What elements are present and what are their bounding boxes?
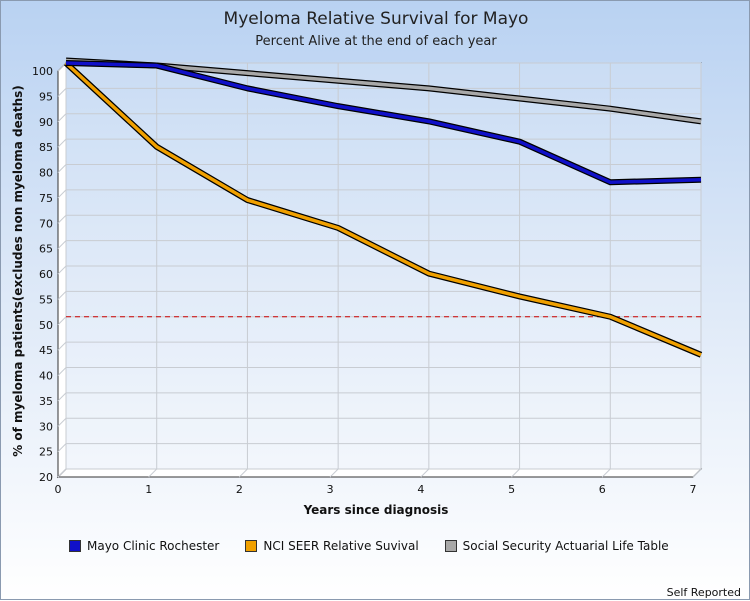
y-tick-label: 40	[39, 370, 53, 383]
y-tick-label: 60	[39, 268, 53, 281]
y-tick-label: 100	[32, 65, 53, 78]
y-tick-label: 65	[39, 243, 53, 256]
x-tick-label: 5	[508, 483, 515, 496]
x-tick-label: 7	[690, 483, 697, 496]
x-tick-label: 0	[55, 483, 62, 496]
legend-swatch-seer	[245, 540, 257, 552]
y-tick-label: 45	[39, 344, 53, 357]
y-tick-label: 55	[39, 293, 53, 306]
y-tick-label: 50	[39, 319, 53, 332]
legend: Mayo Clinic Rochester NCI SEER Relative …	[69, 539, 695, 553]
y-tick-label: 20	[39, 471, 53, 484]
legend-item-mayo: Mayo Clinic Rochester	[69, 539, 219, 553]
legend-label-ssa: Social Security Actuarial Life Table	[463, 539, 669, 553]
y-tick-label: 70	[39, 217, 53, 230]
y-tick-label: 90	[39, 116, 53, 129]
plot-floor	[58, 469, 701, 477]
legend-label-seer: NCI SEER Relative Suvival	[263, 539, 418, 553]
y-tick-label: 85	[39, 141, 53, 154]
y-tick-label: 25	[39, 446, 53, 459]
footer-note: Self Reported	[667, 586, 741, 599]
legend-swatch-mayo	[69, 540, 81, 552]
x-tick-label: 1	[145, 483, 152, 496]
legend-item-seer: NCI SEER Relative Suvival	[245, 539, 418, 553]
x-tick-label: 6	[599, 483, 606, 496]
legend-item-ssa: Social Security Actuarial Life Table	[445, 539, 669, 553]
y-tick-label: 80	[39, 167, 53, 180]
x-tick-label: 3	[327, 483, 334, 496]
y-tick-label: 30	[39, 420, 53, 433]
x-tick-label: 4	[417, 483, 424, 496]
x-tick-label: 2	[236, 483, 243, 496]
y-tick-label: 35	[39, 395, 53, 408]
legend-swatch-ssa	[445, 540, 457, 552]
legend-label-mayo: Mayo Clinic Rochester	[87, 539, 219, 553]
y-tick-label: 75	[39, 192, 53, 205]
y-tick-label: 95	[39, 90, 53, 103]
